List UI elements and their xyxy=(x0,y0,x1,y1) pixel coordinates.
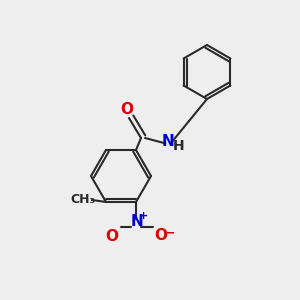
Text: O: O xyxy=(121,103,134,118)
Text: −: − xyxy=(165,226,175,239)
Text: +: + xyxy=(140,211,148,221)
Text: O: O xyxy=(106,230,118,244)
Text: O: O xyxy=(154,229,167,244)
Text: CH₃: CH₃ xyxy=(70,194,95,206)
Text: N: N xyxy=(130,214,143,230)
Text: H: H xyxy=(173,139,185,153)
Text: N: N xyxy=(162,134,174,149)
